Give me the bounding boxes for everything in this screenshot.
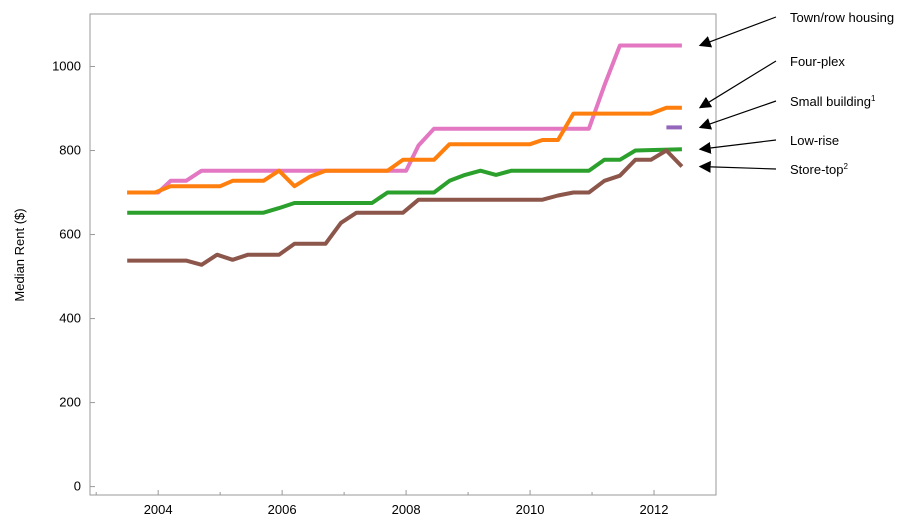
legend-label-town-row-housing: Town/row housing — [790, 10, 894, 25]
legend-label-text: Town/row housing — [790, 10, 894, 25]
axis-ticks: 0 200 400 600 800 1000 2004 2006 2008 2010 2012 — [52, 59, 717, 517]
x-tick-label: 2008 — [392, 502, 421, 517]
y-tick-label: 0 — [74, 479, 81, 494]
x-tick-label: 2004 — [144, 502, 173, 517]
series-line-store-top — [127, 148, 684, 267]
legend-label-text: Store-top — [790, 162, 843, 177]
x-tick-label: 2012 — [640, 502, 669, 517]
legend-label-store-top: Store-top2 — [790, 162, 848, 177]
legend-arrow — [698, 16, 777, 48]
x-tick-label: 2010 — [516, 502, 545, 517]
series-line-town-row-housing — [127, 43, 682, 195]
legend-arrow — [698, 139, 777, 154]
y-tick-label: 200 — [59, 395, 81, 410]
legend-label-low-rise: Low-rise — [790, 133, 839, 148]
y-tick-label: 600 — [59, 227, 81, 242]
legend: Town/row housing Four-plex Small building1… — [698, 10, 894, 177]
plot-frame — [89, 13, 717, 496]
series-layer — [127, 43, 684, 267]
legend-arrow — [698, 160, 777, 173]
x-tick-label: 2006 — [268, 502, 297, 517]
legend-label-text: Low-rise — [790, 133, 839, 148]
series-line-low-rise — [127, 147, 682, 215]
series-line-four-plex — [127, 105, 682, 195]
legend-label-four-plex: Four-plex — [790, 54, 845, 69]
y-tick-label: 400 — [59, 311, 81, 326]
legend-footnote-mark: 1 — [871, 94, 876, 103]
legend-footnote-mark: 2 — [843, 162, 848, 171]
legend-label-text: Small building — [790, 94, 871, 109]
legend-arrow — [698, 60, 777, 109]
legend-label-small-building: Small building1 — [790, 94, 876, 109]
legend-arrow — [698, 100, 777, 130]
y-tick-label: 800 — [59, 143, 81, 158]
legend-label-text: Four-plex — [790, 54, 845, 69]
y-tick-label: 1000 — [52, 59, 81, 74]
y-axis-label: Median Rent ($) — [12, 208, 27, 301]
